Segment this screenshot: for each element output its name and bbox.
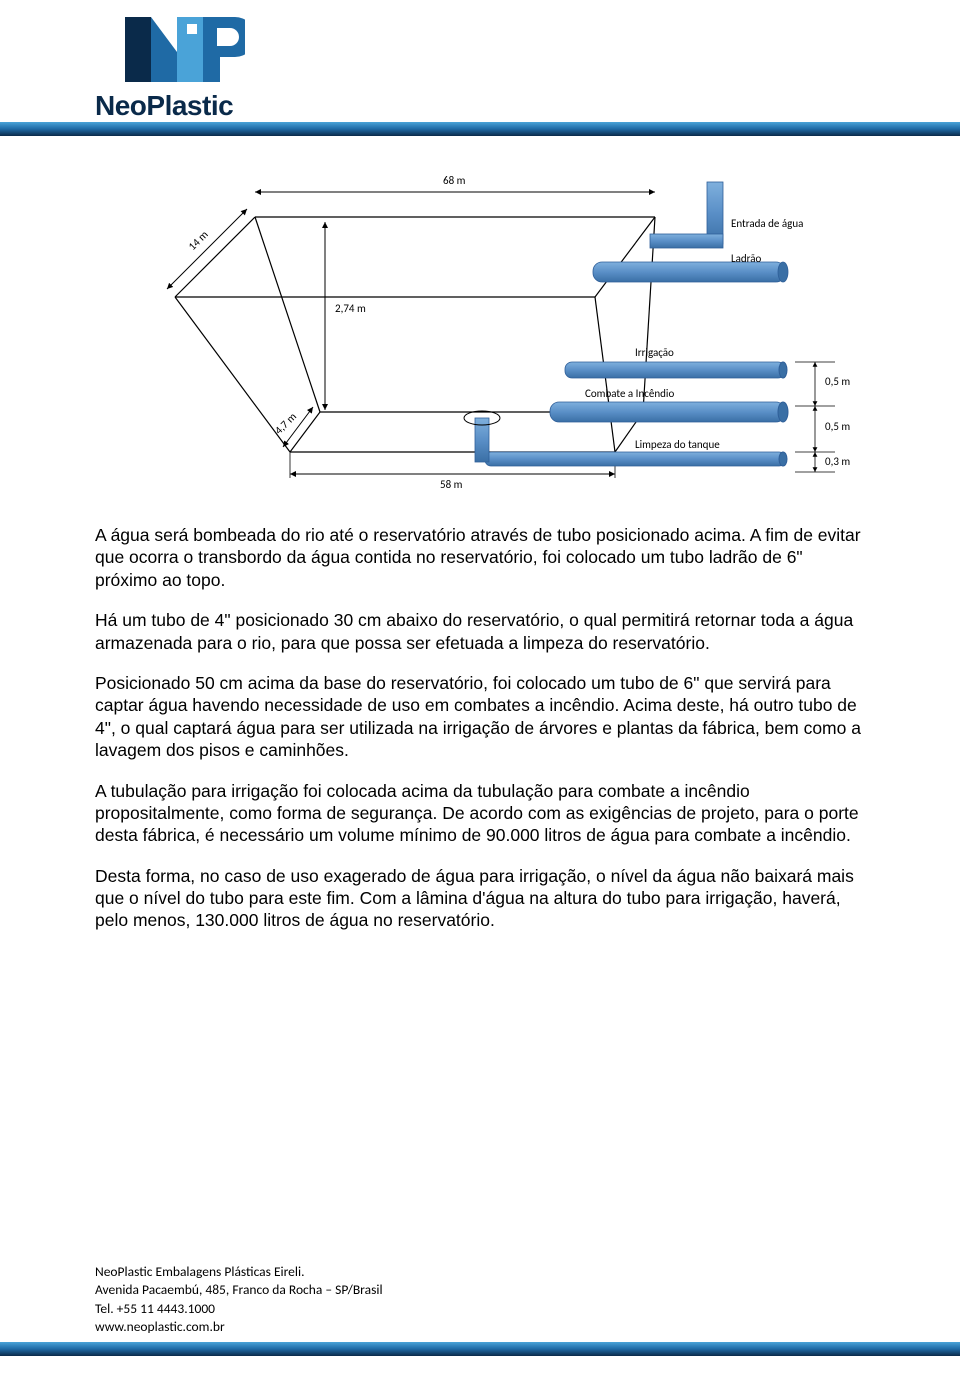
pipe-label-limpeza: Limpeza do tanque: [635, 438, 720, 451]
footer-address: Avenida Pacaembú, 485, Franco da Rocha –…: [95, 1281, 383, 1299]
pipe-label-incendio: Combate a Incêndio: [585, 387, 674, 400]
logo-area: NeoPlastic: [95, 12, 865, 122]
brand-name: NeoPlastic: [95, 90, 233, 122]
footer-url: www.neoplastic.com.br: [95, 1318, 383, 1336]
dim-top-width: 68 m: [443, 174, 465, 187]
paragraph-1: A água será bombeada do rio até o reserv…: [95, 524, 865, 591]
dim-bottom-width: 58 m: [440, 478, 462, 491]
dim-height: 2,74 m: [335, 302, 366, 315]
dim-spacing-3: 0,3 m: [825, 455, 850, 468]
pipe-label-entrada: Entrada de água: [731, 217, 803, 230]
paragraph-2: Há um tubo de 4" posicionado 30 cm abaix…: [95, 609, 865, 654]
page: NeoPlastic: [0, 0, 960, 1378]
paragraph-4: A tubulação para irrigação foi colocada …: [95, 780, 865, 847]
pipe-label-ladrao: Ladrão: [731, 252, 761, 265]
pipe-label-irrigacao: Irrigação: [635, 346, 674, 359]
footer-block: NeoPlastic Embalagens Plásticas Eireli. …: [95, 1263, 383, 1336]
footer-company: NeoPlastic Embalagens Plásticas Eireli.: [95, 1263, 383, 1281]
dim-spacing-1: 0,5 m: [825, 375, 850, 388]
paragraph-3: Posicionado 50 cm acima da base do reser…: [95, 672, 865, 762]
logo-icon: [125, 12, 245, 90]
body-text: A água será bombeada do rio até o reserv…: [95, 524, 865, 932]
paragraph-5: Desta forma, no caso de uso exagerado de…: [95, 865, 865, 932]
header-bar: [0, 122, 960, 136]
reservoir-diagram: 68 m 14 m 2,74 m 4,7 m 58 m Entrada de á…: [95, 162, 865, 502]
dim-spacing-2: 0,5 m: [825, 420, 850, 433]
footer-phone: Tel. +55 11 4443.1000: [95, 1300, 383, 1318]
footer-bar: [0, 1342, 960, 1356]
